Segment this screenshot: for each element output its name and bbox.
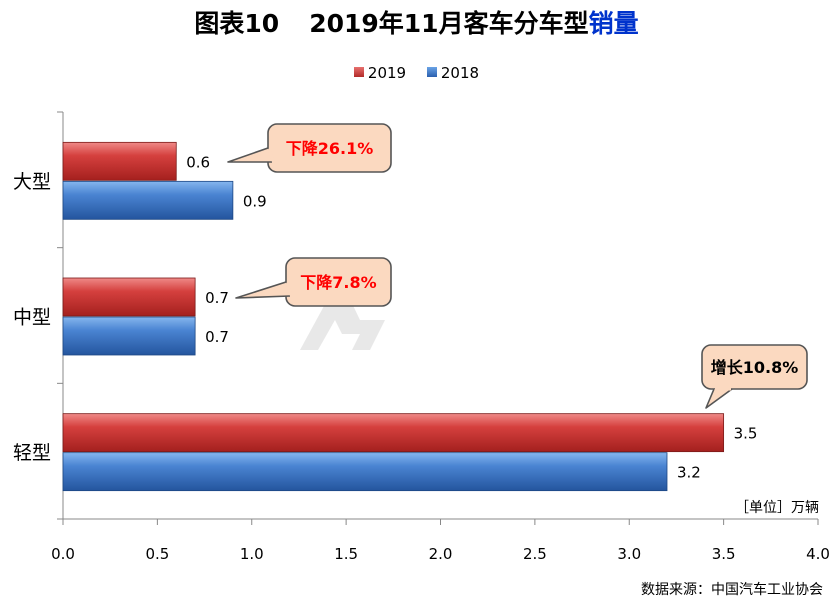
data-label-2019: 0.6 [186, 153, 210, 171]
category-label: 轻型 [13, 442, 51, 464]
x-tick-label: 0.5 [145, 545, 169, 563]
title-highlight: 销量 [588, 9, 639, 38]
bar-2019 [62, 141, 177, 181]
chart-legend: 2019 2018 [0, 64, 833, 82]
data-label-2018: 0.9 [243, 192, 267, 210]
title-main: 2019年11月客车分车型 [309, 9, 589, 38]
chart-bars: 0.6 0.9 0.7 0.7 3.5 3.2 [62, 141, 758, 492]
legend-label-2018: 2018 [440, 64, 480, 82]
callout-seam [285, 282, 293, 296]
bar-2018 [62, 180, 234, 220]
figure-number: 图表10 [194, 9, 280, 38]
x-tick-label: 4.0 [806, 545, 830, 563]
x-tick-label: 2.0 [429, 545, 453, 563]
legend-item-2018: 2018 [426, 64, 480, 82]
category-label: 中型 [13, 307, 51, 329]
bar-2018 [62, 316, 196, 356]
x-tick-label: 3.0 [617, 545, 641, 563]
callout-中型: 下降7.8% [235, 257, 392, 307]
category-label: 大型 [13, 171, 51, 193]
callout-text: 下降26.1% [286, 139, 374, 158]
bar-2018 [62, 452, 668, 492]
x-tick-label: 3.5 [712, 545, 736, 563]
data-source: 数据来源：中国汽车工业协会 [641, 582, 823, 598]
data-label-2019: 3.5 [734, 425, 758, 443]
data-label-2019: 0.7 [205, 289, 229, 307]
x-tick-label: 1.5 [334, 545, 358, 563]
callout-pointer [235, 281, 291, 299]
legend-swatch-2019 [353, 66, 364, 77]
callout-pointer [705, 388, 733, 409]
chart-title: 图表10 2019年11月客车分车型销量 [0, 4, 833, 40]
data-label-2018: 0.7 [205, 328, 229, 346]
callout-text: 下降7.8% [300, 273, 376, 292]
x-tick-label: 1.0 [240, 545, 264, 563]
callout-seam [267, 148, 275, 162]
callout-大型: 下降26.1% [227, 123, 392, 173]
legend-swatch-2018 [426, 66, 437, 77]
legend-label-2019: 2019 [367, 64, 407, 82]
callout-text: 增长10.8% [711, 358, 799, 377]
legend-item-2019: 2019 [353, 64, 407, 82]
bar-2019 [62, 413, 725, 453]
callout-box [701, 344, 808, 390]
chart-callouts: 下降26.1% 下降7.8% 增长10.8% [227, 123, 808, 409]
bar-2019 [62, 277, 196, 317]
x-tick-label: 0.0 [51, 545, 75, 563]
unit-label: ［单位］万辆 [735, 500, 819, 516]
callout-pointer [227, 147, 272, 163]
x-tick-label: 2.5 [523, 545, 547, 563]
data-label-2018: 3.2 [677, 464, 701, 482]
callout-轻型: 增长10.8% [701, 344, 808, 409]
